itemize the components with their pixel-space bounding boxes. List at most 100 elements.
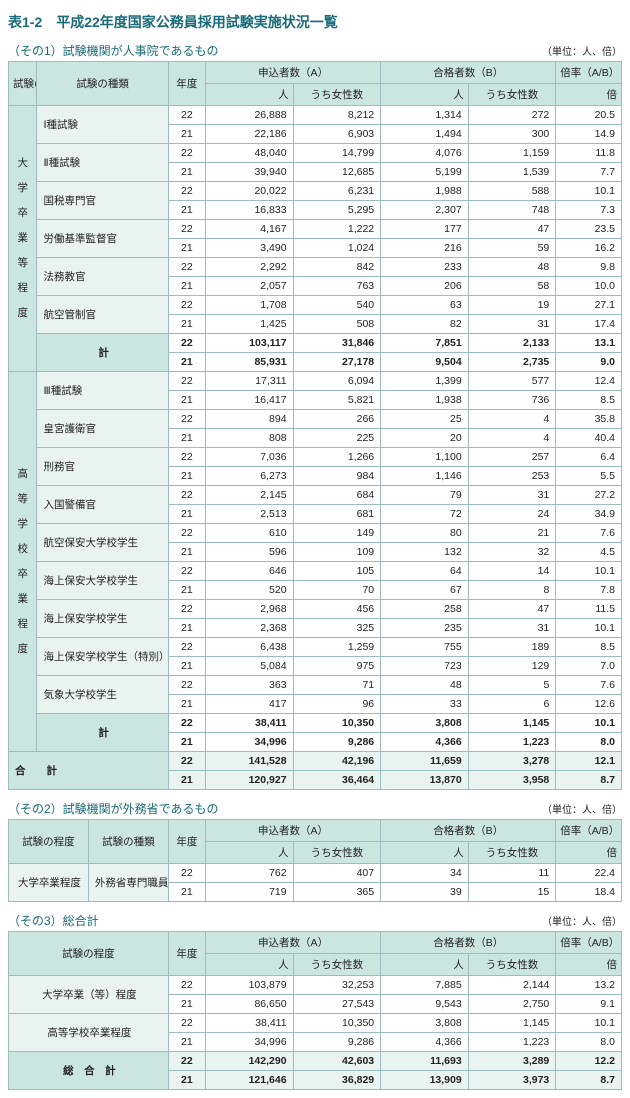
col-level: 試験の程度 xyxy=(9,932,169,976)
cell-ratio: 8.5 xyxy=(556,391,622,410)
cell-ratio: 12.2 xyxy=(556,1052,622,1071)
cell-passers: 3,808 xyxy=(381,714,469,733)
cell-ratio: 11.5 xyxy=(556,600,622,619)
cell-ratio: 20.5 xyxy=(556,106,622,125)
cell-applicants-female: 684 xyxy=(293,486,381,505)
cell-applicants: 39,940 xyxy=(206,163,294,182)
cell-ratio: 9.0 xyxy=(556,353,622,372)
level-label: 大学卒業（等）程度 xyxy=(9,976,169,1014)
cell-passers-female: 31 xyxy=(468,619,556,638)
cell-passers-female: 3,973 xyxy=(468,1071,556,1090)
cell-passers-female: 31 xyxy=(468,315,556,334)
cell-applicants: 16,417 xyxy=(206,391,294,410)
section2-label: （その2）試験機関が外務省であるもの xyxy=(8,800,219,817)
cell-year: 22 xyxy=(168,220,205,239)
subtotal-label: 計 xyxy=(37,334,168,372)
cell-passers-female: 14 xyxy=(468,562,556,581)
cell-ratio: 10.1 xyxy=(556,1014,622,1033)
cell-applicants: 86,650 xyxy=(206,995,294,1014)
col-year: 年度 xyxy=(168,820,205,864)
cell-year: 22 xyxy=(168,752,205,771)
cell-applicants: 22,186 xyxy=(206,125,294,144)
section1-label: （その1）試験機関が人事院であるもの xyxy=(8,42,219,59)
cell-applicants-female: 508 xyxy=(293,315,381,334)
cell-year: 21 xyxy=(168,543,205,562)
cell-applicants: 808 xyxy=(206,429,294,448)
cell-applicants-female: 10,350 xyxy=(293,1014,381,1033)
table-2: 試験の程度 試験の種類 年度 申込者数（A） 合格者数（B） 倍率（A/B） 人… xyxy=(8,819,622,902)
cell-year: 21 xyxy=(168,771,205,790)
cell-year: 21 xyxy=(168,467,205,486)
cell-year: 22 xyxy=(168,600,205,619)
cell-applicants-female: 8,212 xyxy=(293,106,381,125)
cell-ratio: 7.6 xyxy=(556,524,622,543)
cell-applicants-female: 6,094 xyxy=(293,372,381,391)
cell-applicants-female: 407 xyxy=(293,864,381,883)
cell-passers-female: 1,145 xyxy=(468,1014,556,1033)
subtotal-label: 計 xyxy=(37,714,168,752)
cell-passers: 13,870 xyxy=(381,771,469,790)
table-row: 入国警備官22 2,145 684 79 31 27.2 xyxy=(9,486,622,505)
cell-ratio: 6.4 xyxy=(556,448,622,467)
cell-year: 21 xyxy=(168,505,205,524)
cell-applicants: 3,490 xyxy=(206,239,294,258)
cell-applicants-female: 5,821 xyxy=(293,391,381,410)
cell-passers-female: 300 xyxy=(468,125,556,144)
col-passers: 合格者数（B） xyxy=(381,932,556,954)
cell-year: 21 xyxy=(168,429,205,448)
cell-passers: 132 xyxy=(381,543,469,562)
cell-applicants-female: 9,286 xyxy=(293,733,381,752)
cell-passers: 80 xyxy=(381,524,469,543)
cell-year: 21 xyxy=(168,391,205,410)
cell-applicants: 1,425 xyxy=(206,315,294,334)
cell-applicants-female: 842 xyxy=(293,258,381,277)
cell-applicants: 85,931 xyxy=(206,353,294,372)
table-row: 法務教官22 2,292 842 233 48 9.8 xyxy=(9,258,622,277)
table-3: 試験の程度 年度 申込者数（A） 合格者数（B） 倍率（A/B） 人 うち女性数… xyxy=(8,931,622,1090)
cell-passers: 72 xyxy=(381,505,469,524)
cell-ratio: 7.0 xyxy=(556,657,622,676)
cell-applicants-female: 42,196 xyxy=(293,752,381,771)
col-ratio: 倍率（A/B） xyxy=(556,62,622,84)
cell-year: 21 xyxy=(168,353,205,372)
cell-ratio: 16.2 xyxy=(556,239,622,258)
cell-applicants: 142,290 xyxy=(206,1052,294,1071)
unit-label-2: （単位：人、倍） xyxy=(542,801,622,816)
cell-ratio: 4.5 xyxy=(556,543,622,562)
col-level: 試験の 程 度 xyxy=(9,62,37,106)
cell-applicants: 103,879 xyxy=(206,976,294,995)
cell-applicants: 141,528 xyxy=(206,752,294,771)
cell-applicants-female: 763 xyxy=(293,277,381,296)
cell-passers: 1,100 xyxy=(381,448,469,467)
cell-passers-female: 4 xyxy=(468,410,556,429)
cell-applicants-female: 71 xyxy=(293,676,381,695)
exam-type: Ⅱ種試験 xyxy=(37,144,168,182)
cell-passers-female: 257 xyxy=(468,448,556,467)
cell-applicants-female: 32,253 xyxy=(293,976,381,995)
table-row: 高等学校卒業程度22 38,411 10,350 3,808 1,145 10.… xyxy=(9,1014,622,1033)
cell-ratio: 18.4 xyxy=(556,883,622,902)
cell-year: 22 xyxy=(168,1014,205,1033)
cell-applicants: 34,996 xyxy=(206,733,294,752)
col-passers: 合格者数（B） xyxy=(381,820,556,842)
cell-passers-female: 31 xyxy=(468,486,556,505)
cell-passers: 1,938 xyxy=(381,391,469,410)
cell-ratio: 10.1 xyxy=(556,714,622,733)
cell-applicants-female: 1,222 xyxy=(293,220,381,239)
cell-applicants: 7,036 xyxy=(206,448,294,467)
cell-applicants: 2,968 xyxy=(206,600,294,619)
cell-passers: 64 xyxy=(381,562,469,581)
cell-applicants: 48,040 xyxy=(206,144,294,163)
grandtotal-row: 合 計22 141,528 42,196 11,659 3,278 12.1 xyxy=(9,752,622,771)
level-label: 高等学校卒業程度 xyxy=(9,1014,169,1052)
col-year: 年度 xyxy=(168,62,205,106)
cell-passers: 9,543 xyxy=(381,995,469,1014)
cell-applicants-female: 365 xyxy=(293,883,381,902)
cell-ratio: 35.8 xyxy=(556,410,622,429)
cell-applicants: 103,117 xyxy=(206,334,294,353)
section3-label: （その3）総合計 xyxy=(8,912,99,929)
cell-year: 21 xyxy=(168,657,205,676)
cell-applicants-female: 105 xyxy=(293,562,381,581)
cell-passers: 258 xyxy=(381,600,469,619)
cell-year: 22 xyxy=(168,676,205,695)
